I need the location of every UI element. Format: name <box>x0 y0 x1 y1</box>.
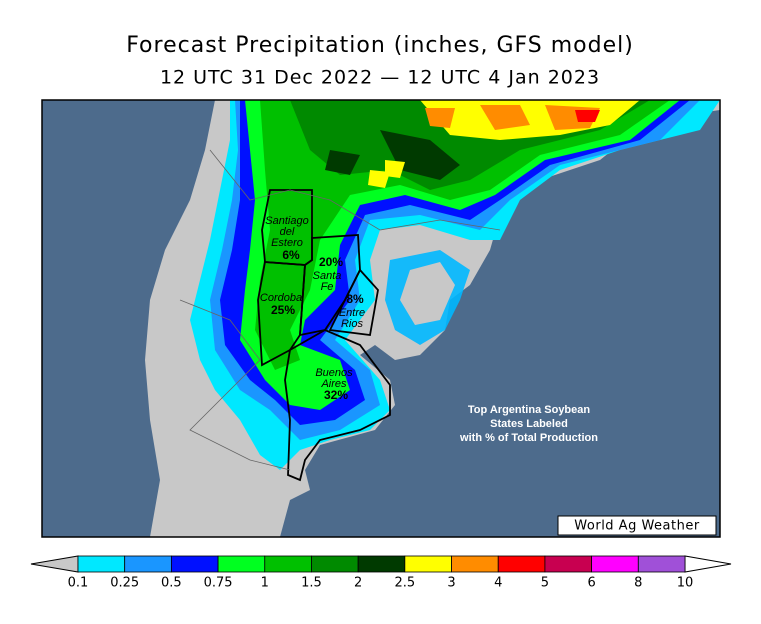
colorbar-cell <box>311 555 359 573</box>
state-name: Aires <box>320 378 347 390</box>
state-name: Entre <box>339 307 365 319</box>
annotation-line: with % of Total Production <box>459 432 598 444</box>
state-name: Estero <box>271 237 303 249</box>
colorbar-label: 1 <box>261 576 269 591</box>
colorbar-label: 0.75 <box>204 576 233 591</box>
colorbar-label: 0.25 <box>110 576 139 591</box>
state-share: 32% <box>324 388 348 402</box>
precip-spots <box>368 160 405 188</box>
colorbar-label: 6 <box>587 576 595 591</box>
colorbar-cell <box>170 555 219 573</box>
colorbar-cell <box>77 555 126 573</box>
annotation: Top Argentina Soybean States Labeled wit… <box>459 404 598 444</box>
colorbar-label: 3 <box>447 576 455 591</box>
colorbar-label: 8 <box>634 576 642 591</box>
state-name: Buenos <box>315 367 353 379</box>
precip-2 <box>325 130 460 180</box>
state-name: Fe <box>321 281 334 293</box>
state-name: del <box>280 226 295 238</box>
state-name: Cordoba <box>260 292 302 304</box>
annotation-line: States Labeled <box>490 418 568 430</box>
state-share: 20% <box>319 255 343 269</box>
state-share: 6% <box>282 248 300 262</box>
colorbar-cell <box>357 555 406 573</box>
colorbar-cell <box>591 555 639 573</box>
map <box>41 99 721 538</box>
colorbar-cell <box>451 555 499 573</box>
colorbar-label: 0.5 <box>161 576 182 591</box>
colorbar: 0.1 0.25 0.5 0.75 1 1.5 2 2.5 3 4 5 6 8 10 <box>30 555 732 591</box>
colorbar-label: 0.1 <box>68 576 89 591</box>
colorbar-label: 2.5 <box>395 576 416 591</box>
map-frame <box>41 99 721 538</box>
subtitle: 12 UTC 31 Dec 2022 — 12 UTC 4 Jan 2023 <box>160 67 600 89</box>
colorbar-cell <box>124 555 172 573</box>
colorbar-cell <box>497 555 546 573</box>
colorbar-cell <box>544 555 593 573</box>
annotation-line: Top Argentina Soybean <box>468 404 591 416</box>
state-labels: Santiago del Estero 6% 20% Santa Fe Cord… <box>260 215 365 402</box>
colorbar-label: 1.5 <box>301 576 322 591</box>
state-name: Rios <box>341 318 364 330</box>
state-share: 25% <box>271 303 295 317</box>
colorbar-cell <box>637 555 686 573</box>
colorbar-label: 10 <box>677 576 694 591</box>
credit: World Ag Weather <box>574 519 700 534</box>
colorbar-cell <box>264 555 312 573</box>
colorbar-label: 4 <box>494 576 502 591</box>
colorbar-cell <box>404 555 452 573</box>
state-name: Santa <box>313 270 342 282</box>
state-share: 8% <box>346 292 364 306</box>
colorbar-label: 2 <box>354 576 362 591</box>
colorbar-label: 5 <box>541 576 549 591</box>
state-borders <box>257 189 391 482</box>
colorbar-under <box>30 555 79 573</box>
precip-3 <box>425 105 600 130</box>
state-name: Santiago <box>265 215 308 227</box>
title: Forecast Precipitation (inches, GFS mode… <box>126 33 634 58</box>
colorbar-over <box>684 555 732 573</box>
borders <box>179 149 501 471</box>
colorbar-cell <box>217 555 266 573</box>
credit-box <box>557 515 717 536</box>
dry-uruguay <box>400 262 455 325</box>
precip-4 <box>575 110 600 122</box>
